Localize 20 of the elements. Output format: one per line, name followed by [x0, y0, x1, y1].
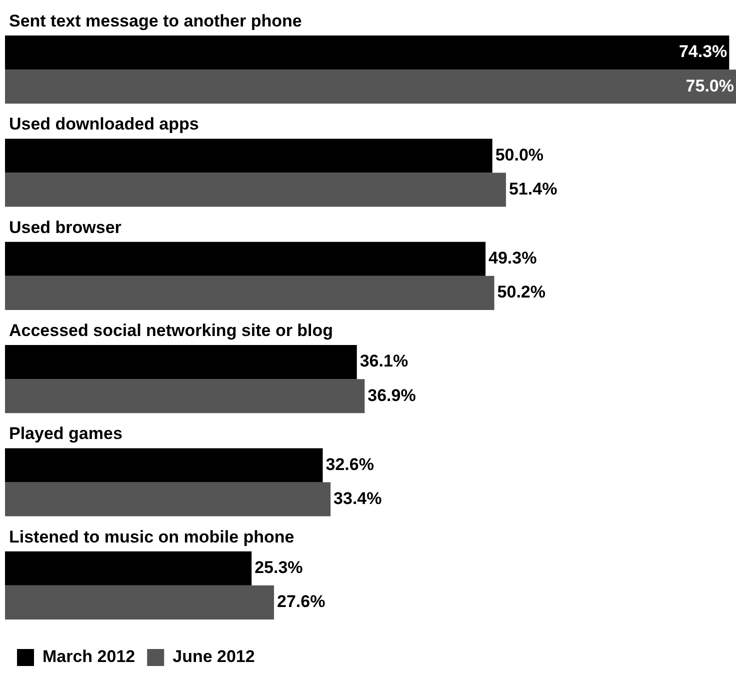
- legend-label: June 2012: [172, 647, 255, 666]
- data-label: 74.3%: [678, 42, 728, 62]
- data-label: 25.3%: [254, 558, 303, 578]
- data-label: 51.4%: [508, 179, 558, 198]
- y-tick-label: Used browser: [9, 218, 122, 237]
- data-label: 50.0%: [495, 145, 544, 164]
- data-label: 36.1%: [360, 352, 408, 371]
- data-label: 36.9%: [368, 386, 416, 405]
- y-tick-label: Accessed social networking site or blog: [9, 321, 334, 340]
- legend-label: March 2012: [42, 647, 136, 666]
- data-label: 75.0%: [686, 76, 734, 96]
- data-label: 49.3%: [488, 248, 537, 268]
- data-label: 50.2%: [497, 282, 546, 302]
- y-tick-label: Played games: [9, 424, 122, 444]
- data-label: 32.6%: [326, 454, 374, 474]
- data-label: 33.4%: [334, 488, 382, 508]
- data-label: 27.6%: [277, 592, 326, 612]
- y-tick-label: Listened to music on mobile phone: [9, 527, 294, 546]
- y-tick-label: Used downloaded apps: [9, 114, 199, 134]
- y-tick-label: Sent text message to another phone: [9, 12, 302, 31]
